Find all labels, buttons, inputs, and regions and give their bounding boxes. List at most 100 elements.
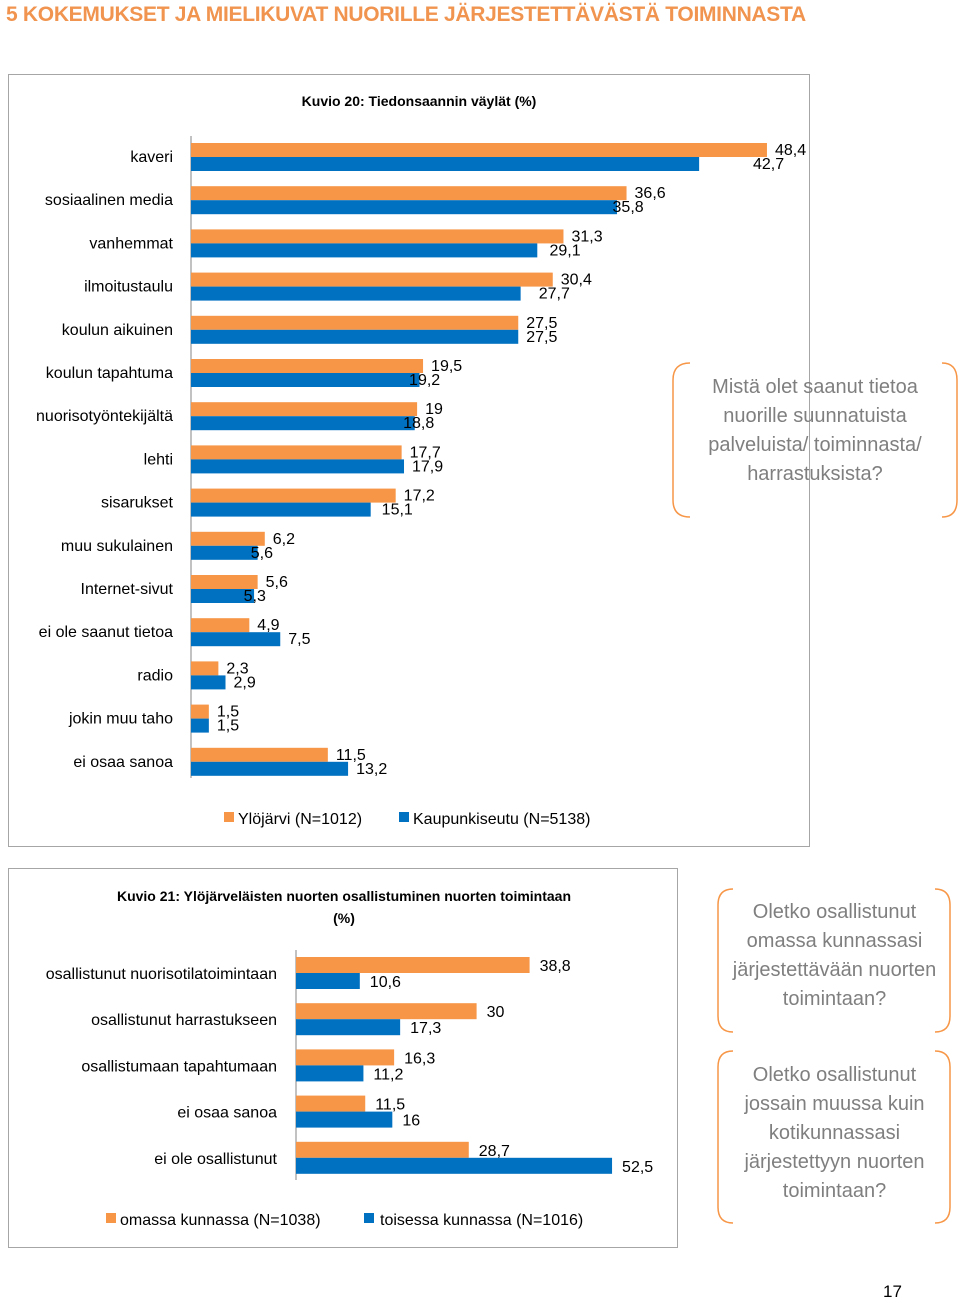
bar-blue <box>191 761 349 776</box>
data-label: 27,7 <box>539 286 570 303</box>
data-label: 7,5 <box>288 631 310 648</box>
bar-orange <box>191 143 767 157</box>
data-label: 31,3 <box>571 228 602 245</box>
bar-blue <box>191 373 420 387</box>
bar-orange <box>191 575 258 589</box>
legend-label: toisessa kunnassa (N=1016) <box>380 1212 583 1229</box>
category-label: sisarukset <box>101 495 174 512</box>
category-label: muu sukulainen <box>61 538 173 555</box>
bar-orange <box>191 488 396 503</box>
data-label: 52,5 <box>622 1159 653 1176</box>
bar-blue <box>296 1065 364 1082</box>
bar-blue <box>191 675 226 690</box>
legend-swatch-blue <box>399 812 409 822</box>
data-label: 28,7 <box>479 1143 510 1160</box>
category-label: nuorisotyöntekijältä <box>36 408 173 425</box>
bar-orange <box>191 445 402 460</box>
bar-orange <box>191 661 219 676</box>
bar-blue <box>296 973 360 989</box>
data-label: 11,5 <box>375 1097 405 1114</box>
data-label: 17,3 <box>410 1020 441 1037</box>
legend-label: omassa kunnassa (N=1038) <box>120 1212 321 1229</box>
data-label: 16,3 <box>404 1050 435 1067</box>
category-label: osallistumaan tapahtumaan <box>81 1058 277 1075</box>
bar-blue <box>191 416 415 431</box>
data-label: 19,5 <box>431 358 462 375</box>
bar-orange <box>296 1049 395 1066</box>
category-label: vanhemmat <box>89 235 173 252</box>
bar-blue <box>191 286 521 301</box>
chart-20-frame: Kuvio 20: Tiedonsaannin väylät (%) <box>8 74 810 847</box>
data-label: 27,5 <box>526 329 557 346</box>
callout-own-municipality: Oletko osallistunut omassa kunnassasi jä… <box>732 901 937 1010</box>
category-label: ei ole saanut tietoa <box>39 624 173 641</box>
bar-blue <box>191 200 618 215</box>
data-label: 18,8 <box>403 415 434 432</box>
data-label: 2,3 <box>226 660 248 677</box>
data-label: 17,2 <box>404 488 435 505</box>
data-label: 42,7 <box>753 156 784 173</box>
data-label: 2,9 <box>234 674 256 691</box>
data-label: 1,5 <box>217 718 239 735</box>
data-label: 16 <box>402 1113 420 1130</box>
data-label: 10,6 <box>370 974 401 991</box>
bar-blue <box>191 718 209 733</box>
data-label: 30 <box>487 1004 505 1021</box>
category-label: osallistunut harrastukseen <box>91 1012 277 1029</box>
bar-orange <box>191 186 627 201</box>
category-label: ilmoitustaulu <box>84 279 173 296</box>
legend-swatch-orange <box>224 812 234 822</box>
bar-blue <box>191 502 371 517</box>
data-label: 5,6 <box>266 574 288 591</box>
bar-blue <box>296 1111 393 1128</box>
page-number: 17 <box>883 1282 902 1301</box>
data-label: 17,7 <box>410 444 441 461</box>
legend-swatch-blue <box>364 1213 374 1223</box>
category-label: ei osaa sanoa <box>177 1105 277 1122</box>
data-label: 17,9 <box>412 458 443 475</box>
bar-orange <box>191 315 519 330</box>
bar-blue <box>191 545 258 560</box>
bar-orange <box>191 704 209 719</box>
data-label: 13,2 <box>356 761 387 778</box>
bar-orange <box>191 402 418 417</box>
category-label: ei ole osallistunut <box>154 1151 277 1168</box>
chart-20-title: Kuvio 20: Tiedonsaannin väylät (%) <box>301 93 537 109</box>
legend-swatch-orange <box>106 1213 116 1223</box>
bar-orange <box>191 359 424 373</box>
data-label: 11,2 <box>373 1066 403 1083</box>
bar-blue <box>191 243 538 258</box>
data-label: 11,5 <box>336 747 366 764</box>
data-label: 29,1 <box>549 242 580 259</box>
bar-blue <box>296 1019 401 1036</box>
category-label: Internet-sivut <box>81 581 174 598</box>
data-label: 27,5 <box>526 315 557 332</box>
bar-orange <box>191 747 328 762</box>
bar-orange <box>191 272 553 287</box>
category-label: sosiaalinen media <box>45 192 173 209</box>
page-heading: 5 KOKEMUKSET JA MIELIKUVAT NUORILLE JÄRJ… <box>6 3 806 26</box>
data-label: 5,6 <box>251 545 273 562</box>
data-label: 30,4 <box>561 272 592 289</box>
data-label: 19,2 <box>409 372 440 389</box>
data-label: 38,8 <box>540 958 571 975</box>
data-label: 48,4 <box>775 142 806 159</box>
category-label: koulun aikuinen <box>62 322 173 339</box>
category-label: kaveri <box>130 149 173 166</box>
data-label: 4,9 <box>257 617 279 634</box>
data-label: 1,5 <box>217 704 239 721</box>
category-label: ei osaa sanoa <box>73 754 173 771</box>
category-label: jokin muu taho <box>68 711 173 728</box>
legend-label: Ylöjärvi (N=1012) <box>238 811 362 828</box>
bar-orange <box>296 957 530 973</box>
bar-orange <box>296 1003 477 1020</box>
category-label: koulun tapahtuma <box>46 365 173 382</box>
data-label: 36,6 <box>635 185 666 202</box>
data-label: 35,8 <box>613 199 644 216</box>
data-label: 6,2 <box>273 531 295 548</box>
bar-orange <box>191 531 265 546</box>
category-label: osallistunut nuorisotilatoimintaan <box>46 966 277 983</box>
bar-blue <box>191 459 405 474</box>
